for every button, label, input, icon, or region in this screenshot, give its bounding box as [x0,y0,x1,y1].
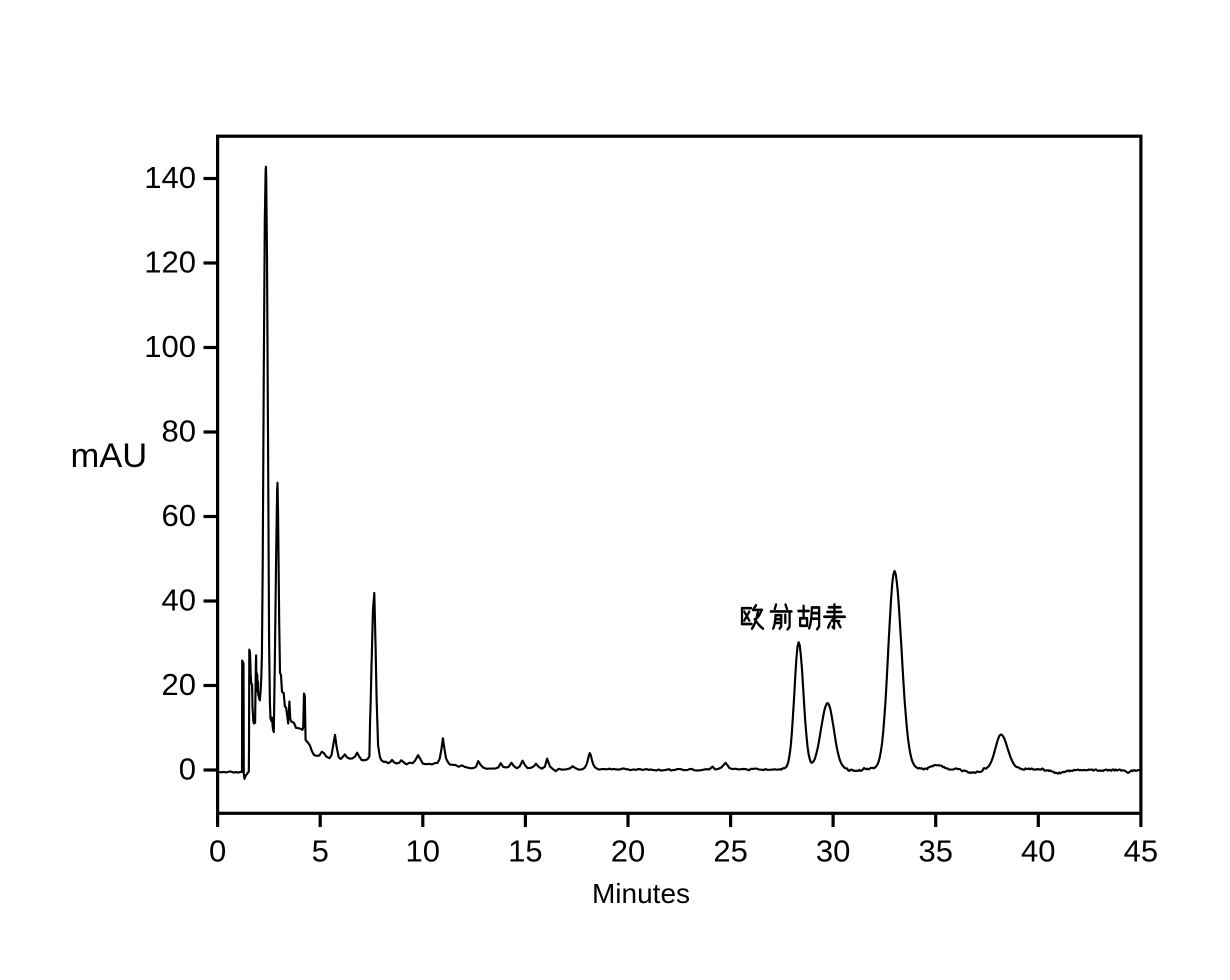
svg-text:40: 40 [1021,834,1055,869]
svg-text:35: 35 [918,834,952,869]
svg-text:40: 40 [162,583,196,618]
svg-text:15: 15 [508,834,542,869]
svg-text:Minutes: Minutes [592,878,690,909]
svg-text:80: 80 [162,414,196,449]
svg-text:25: 25 [713,834,747,869]
svg-text:0: 0 [209,834,226,869]
svg-text:30: 30 [816,834,850,869]
svg-text:20: 20 [611,834,645,869]
svg-text:5: 5 [312,834,329,869]
svg-text:10: 10 [406,834,440,869]
svg-text:0: 0 [179,752,196,787]
svg-text:mAU: mAU [71,437,148,475]
svg-text:60: 60 [162,498,196,533]
svg-text:20: 20 [162,667,196,702]
svg-text:45: 45 [1124,834,1158,869]
svg-text:140: 140 [144,160,196,195]
svg-text:100: 100 [144,329,196,364]
svg-text:120: 120 [144,245,196,280]
